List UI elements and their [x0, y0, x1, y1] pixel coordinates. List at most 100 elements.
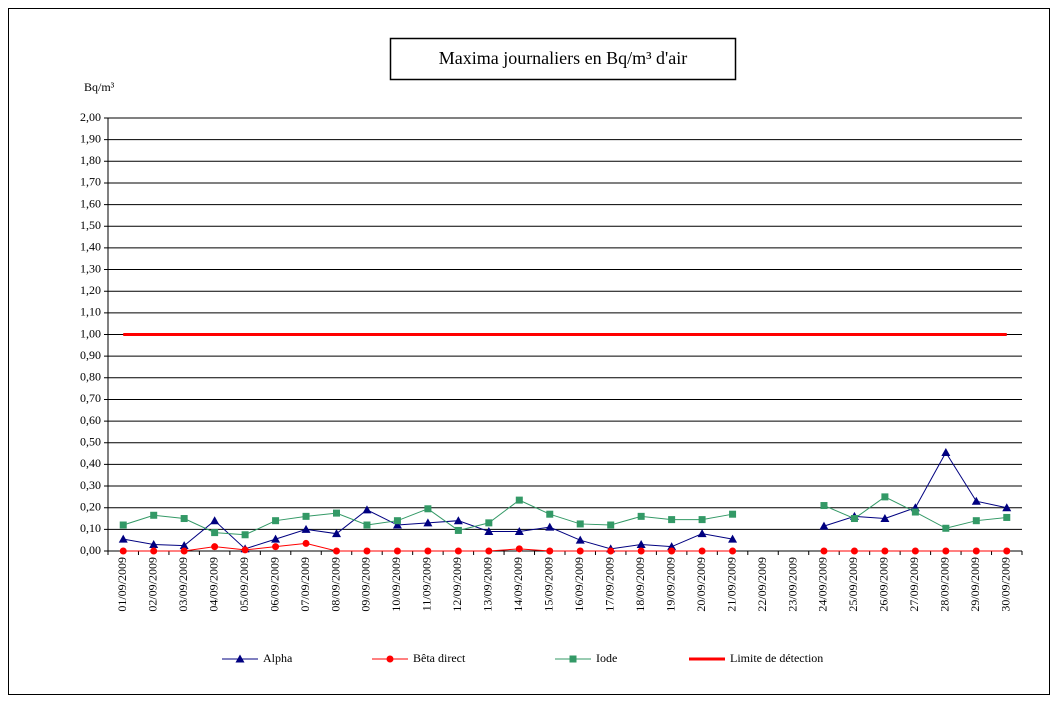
point [180, 547, 188, 555]
chart-title: Maxima journaliers en Bq/m³ d'air [439, 48, 688, 68]
point [850, 515, 858, 523]
y-tick-label: 0,70 [80, 391, 101, 405]
point [637, 547, 645, 555]
point [235, 654, 245, 663]
point [850, 547, 858, 555]
point [392, 520, 402, 529]
point [881, 493, 889, 501]
point [697, 529, 707, 538]
y-tick-label: 0,90 [80, 348, 101, 362]
x-tick-label: 14/09/2009 [511, 557, 525, 612]
point [454, 547, 462, 555]
x-tick-label: 05/09/2009 [237, 557, 251, 612]
point [1002, 503, 1012, 512]
y-tick-label: 1,40 [80, 240, 101, 254]
point [386, 655, 394, 663]
point [1003, 547, 1011, 555]
x-tick-label: 27/09/2009 [907, 557, 921, 612]
point [636, 540, 646, 549]
x-tick-label: 01/09/2009 [115, 557, 129, 612]
point [576, 520, 584, 528]
point [698, 516, 706, 524]
point [515, 496, 523, 504]
point [301, 524, 311, 533]
x-tick-label: 15/09/2009 [542, 557, 556, 612]
point [118, 534, 128, 543]
point [484, 527, 494, 536]
y-tick-label: 0,00 [80, 543, 101, 557]
x-tick-label: 28/09/2009 [938, 557, 952, 612]
point [941, 447, 951, 456]
y-tick-label: 0,50 [80, 435, 101, 449]
point [667, 542, 677, 551]
point [1003, 513, 1011, 521]
point [729, 547, 737, 555]
point [514, 527, 524, 536]
point [698, 547, 706, 555]
point [942, 547, 950, 555]
point [150, 547, 158, 555]
point [150, 511, 158, 519]
point [424, 547, 432, 555]
x-tick-label: 23/09/2009 [785, 557, 799, 612]
x-tick-label: 07/09/2009 [298, 557, 312, 612]
x-tick-label: 29/09/2009 [968, 557, 982, 612]
point [546, 510, 554, 518]
point [180, 515, 188, 523]
y-tick-label: 1,30 [80, 261, 101, 275]
y-tick-label: 1,80 [80, 153, 101, 167]
legend-label: Iode [596, 651, 617, 665]
point [485, 547, 493, 555]
point [272, 543, 280, 551]
point [362, 505, 372, 514]
y-tick-label: 0,10 [80, 521, 101, 535]
point [241, 531, 249, 539]
x-tick-label: 06/09/2009 [267, 557, 281, 612]
x-tick-label: 11/09/2009 [420, 557, 434, 611]
point [637, 512, 645, 520]
legend-label: Limite de détection [730, 651, 823, 665]
point [453, 516, 463, 525]
y-tick-label: 0,60 [80, 413, 101, 427]
x-tick-label: 24/09/2009 [816, 557, 830, 612]
point [911, 547, 919, 555]
x-tick-label: 10/09/2009 [389, 557, 403, 612]
point [942, 524, 950, 532]
x-tick-label: 12/09/2009 [450, 557, 464, 612]
x-tick-label: 25/09/2009 [846, 557, 860, 612]
y-tick-label: 2,00 [80, 110, 101, 124]
point [728, 534, 738, 543]
x-tick-label: 04/09/2009 [206, 557, 220, 612]
x-tick-label: 16/09/2009 [572, 557, 586, 612]
point [485, 519, 493, 527]
chart-border [8, 8, 1050, 695]
point [971, 496, 981, 505]
x-tick-label: 02/09/2009 [145, 557, 159, 612]
x-tick-label: 03/09/2009 [176, 557, 190, 612]
x-tick-label: 08/09/2009 [328, 557, 342, 612]
legend-label: Alpha [263, 651, 293, 665]
x-tick-label: 19/09/2009 [663, 557, 677, 612]
point [881, 547, 889, 555]
point [668, 547, 676, 555]
point [820, 502, 828, 510]
y-tick-label: 1,60 [80, 196, 101, 210]
point [454, 526, 462, 534]
y-tick-label: 1,50 [80, 218, 101, 232]
point [363, 521, 371, 529]
point [393, 517, 401, 525]
point [211, 543, 219, 551]
point [302, 539, 310, 547]
point [576, 547, 584, 555]
point [271, 534, 281, 543]
point [333, 547, 340, 555]
x-tick-label: 26/09/2009 [877, 557, 891, 612]
x-tick-label: 20/09/2009 [694, 557, 708, 612]
y-tick-label: 0,20 [80, 499, 101, 513]
y-tick-label: 1,00 [80, 326, 101, 340]
point [972, 547, 980, 555]
point [241, 546, 249, 554]
title-box [389, 37, 737, 81]
